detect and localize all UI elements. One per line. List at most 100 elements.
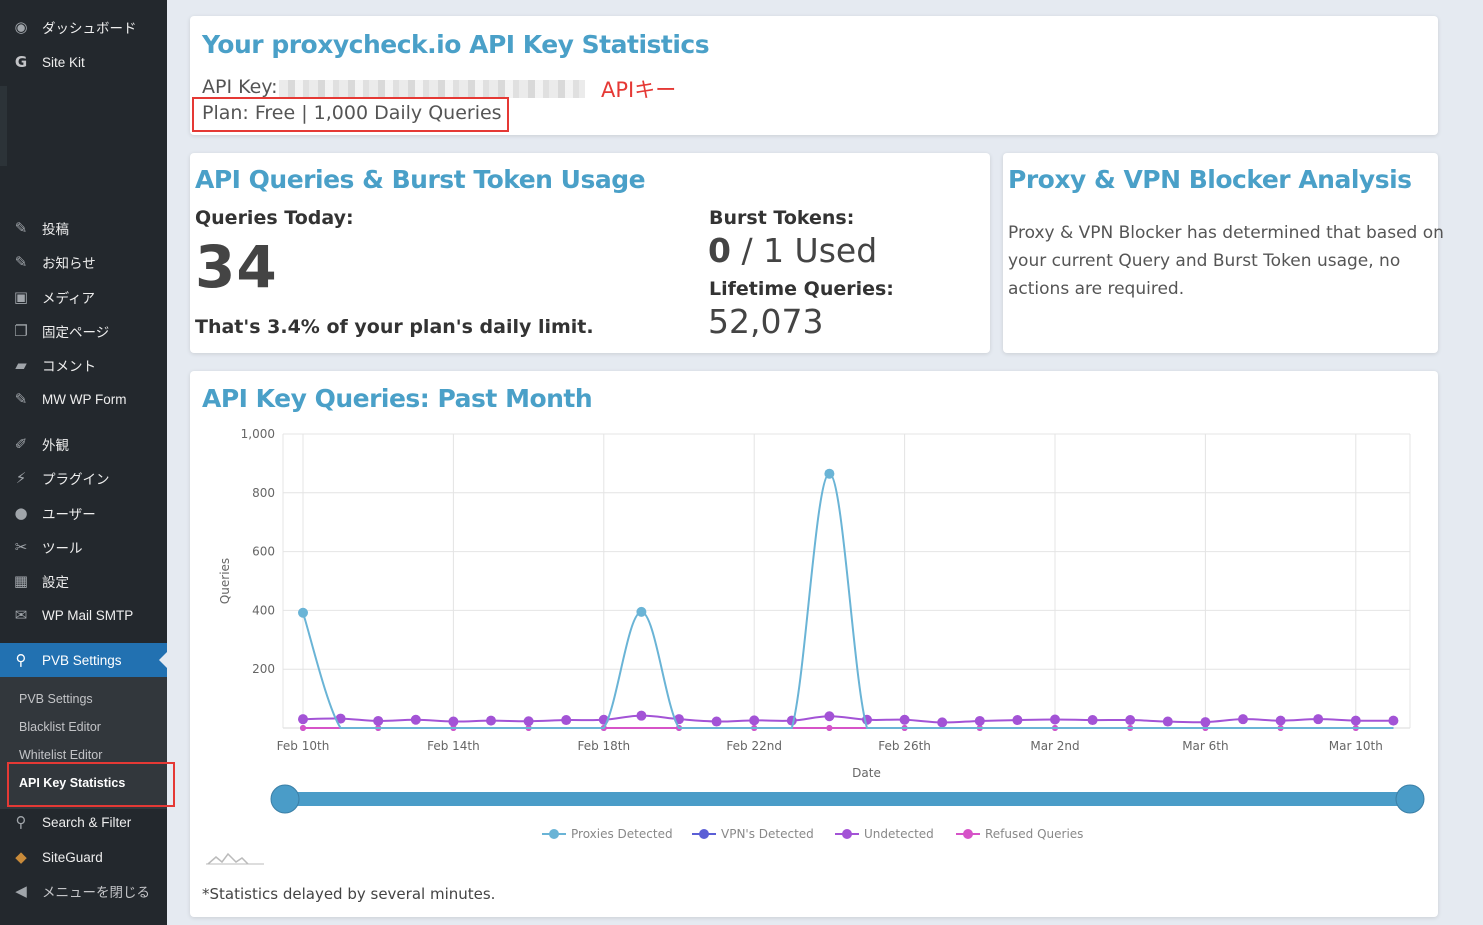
data-point [1125, 715, 1136, 726]
usage-card: API Queries & Burst Token Usage Queries … [190, 153, 990, 353]
x-tick-label: Mar 2nd [1030, 739, 1079, 753]
submenu-blacklist-editor[interactable]: Blacklist Editor [19, 720, 101, 734]
sidebar-item-comments[interactable]: ▰ コメント [0, 348, 167, 382]
lifetime-queries-label: Lifetime Queries: [709, 278, 894, 300]
chart-axes: 200 400 600 800 1,000 Feb 10th Feb 14th Feb 18t… [218, 427, 1383, 780]
data-point [486, 715, 496, 726]
user-icon: ● [14, 504, 28, 522]
sidebar-item-label: 外観 [42, 438, 69, 453]
highlight-box-api-key-statistics [7, 762, 175, 807]
sidebar-item-settings[interactable]: ▦ 設定 [0, 564, 167, 598]
sidebar-item-collapse-menu[interactable]: ◀ メニューを閉じる [0, 874, 167, 908]
series-proxies-detected [298, 468, 1394, 729]
analysis-card: Proxy & VPN Blocker Analysis Proxy & VPN… [1003, 153, 1444, 353]
sidebar-item-search-filter[interactable]: ⚲ Search & Filter [0, 805, 167, 839]
data-point [448, 716, 459, 727]
sidebar-item-users[interactable]: ● ユーザー [0, 496, 167, 530]
data-point [561, 715, 572, 726]
y-tick-label: 200 [252, 662, 275, 676]
active-indicator [159, 652, 167, 668]
range-slider-track[interactable] [285, 792, 1410, 806]
data-point [523, 716, 534, 727]
queries-today-value: 34 [195, 233, 278, 301]
range-slider-start-handle[interactable] [270, 784, 300, 814]
sidebar-item-news[interactable]: ✎ お知らせ [0, 245, 167, 279]
pages-icon: ❐ [14, 322, 28, 340]
submenu-pvb-settings[interactable]: PVB Settings [19, 692, 93, 706]
queries-line-chart: 200 400 600 800 1,000 Feb 10th Feb 14th Feb 18t… [206, 427, 1425, 865]
sidebar-item-tools[interactable]: ✂ ツール [0, 530, 167, 564]
pin-icon: ✎ [14, 390, 28, 408]
sidebar-item-label: Search & Filter [42, 814, 132, 830]
legend-item: Proxies Detected [542, 827, 673, 841]
admin-sidebar: ◉ ダッシュボード G Site Kit ✎ 投稿 ✎ お知らせ ▣ メディア … [0, 0, 175, 925]
legend-marker [963, 829, 973, 839]
sidebar-item-dashboard[interactable]: ◉ ダッシュボード [0, 10, 167, 44]
statistics-footnote: *Statistics delayed by several minutes. [202, 885, 496, 903]
data-point [1313, 714, 1324, 725]
sidebar-item-site-kit[interactable]: G Site Kit [0, 45, 167, 79]
sidebar-item-pages[interactable]: ❐ 固定ページ [0, 314, 167, 348]
sidebar-item-pvb-settings[interactable]: ⚲ PVB Settings [0, 643, 167, 677]
legend-label: VPN's Detected [721, 827, 814, 841]
sidebar-item-wp-mail-smtp[interactable]: ✉ WP Mail SMTP [0, 598, 167, 632]
sidebar-item-label: 固定ページ [42, 325, 110, 340]
data-point [749, 715, 760, 726]
sidebar-item-label: ダッシュボード [42, 21, 137, 36]
analysis-text-line-1: Proxy & VPN Blocker has determined that … [1008, 223, 1444, 243]
siteguard-icon: ◆ [15, 848, 27, 866]
analysis-card-title: Proxy & VPN Blocker Analysis [1008, 165, 1412, 194]
data-point [937, 717, 948, 728]
chart-grid [282, 433, 1411, 729]
data-point [298, 714, 308, 725]
page-title: Your proxycheck.io API Key Statistics [202, 30, 710, 59]
submenu-whitelist-editor[interactable]: Whitelist Editor [19, 748, 103, 762]
pin-icon: ✎ [14, 219, 28, 237]
data-point [298, 607, 308, 618]
legend-marker [549, 829, 559, 839]
queries-today-label: Queries Today: [195, 207, 354, 229]
sidebar-item-label: ツール [42, 541, 83, 556]
sidebar-item-media[interactable]: ▣ メディア [0, 280, 167, 314]
legend-item: Undetected [835, 827, 934, 841]
series-line [302, 472, 1394, 729]
data-point [899, 714, 910, 725]
data-point [410, 714, 421, 725]
sidebar-item-label: プラグイン [42, 472, 110, 487]
data-point [1238, 714, 1248, 725]
google-g-icon: G [14, 53, 28, 71]
chart-series [298, 468, 1399, 731]
x-tick-label: Feb 18th [577, 739, 630, 753]
sidebar-item-label: WP Mail SMTP [42, 607, 134, 623]
sidebar-item-siteguard[interactable]: ◆ SiteGuard [0, 840, 167, 874]
wrench-icon: ✂ [14, 538, 28, 556]
highlight-box-plan [192, 97, 509, 132]
sidebar-item-posts[interactable]: ✎ 投稿 [0, 211, 167, 245]
plan-percent-text: That's 3.4% of your plan's daily limit. [195, 316, 594, 338]
data-point [826, 725, 833, 731]
data-point [1388, 715, 1399, 726]
submenu-api-key-statistics[interactable]: API Key Statistics [19, 776, 126, 790]
pin-icon: ✎ [14, 253, 28, 271]
y-tick-label: 800 [252, 486, 275, 500]
x-tick-label: Mar 10th [1329, 739, 1383, 753]
x-tick-label: Feb 10th [277, 739, 330, 753]
sidebar-item-label: お知らせ [42, 256, 96, 271]
sidebar-item-plugins[interactable]: ⚡ プラグイン [0, 461, 167, 495]
media-icon: ▣ [13, 288, 29, 306]
date-range-slider[interactable] [270, 784, 1425, 814]
legend-label: Undetected [864, 827, 934, 841]
range-slider-end-handle[interactable] [1395, 784, 1425, 814]
search-icon: ⚲ [15, 813, 27, 831]
comment-icon: ▰ [15, 356, 27, 374]
sidebar-item-mw-wp-form[interactable]: ✎ MW WP Form [0, 382, 167, 416]
data-point [373, 715, 384, 726]
legend-item: Refused Queries [956, 827, 1083, 841]
data-point [636, 710, 647, 721]
usage-card-title: API Queries & Burst Token Usage [195, 165, 646, 194]
sidebar-item-appearance[interactable]: ✐ 外観 [0, 427, 167, 461]
sidebar-item-label: SiteGuard [42, 849, 103, 865]
series-undetected [298, 710, 1399, 728]
data-point [1162, 716, 1173, 727]
api-key-label: API Key: [202, 76, 278, 98]
